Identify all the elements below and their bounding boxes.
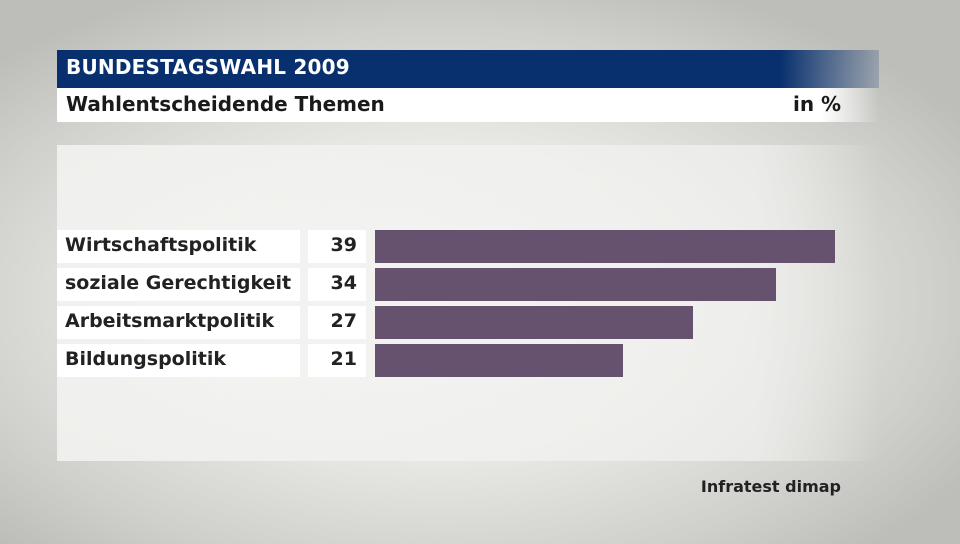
category-label: Bildungspolitik — [65, 348, 226, 370]
category-label-box: Arbeitsmarktpolitik — [57, 306, 300, 339]
chart-subtitle: Wahlentscheidende Themen — [66, 92, 385, 116]
chart-title: BUNDESTAGSWAHL 2009 — [66, 55, 350, 79]
category-label: Arbeitsmarktpolitik — [65, 310, 275, 332]
value-label-box: 39 — [308, 230, 366, 263]
value-label-box: 27 — [308, 306, 366, 339]
category-label: soziale Gerechtigkeit — [65, 272, 292, 294]
chart-panel — [57, 145, 879, 461]
subtitle-bar: Wahlentscheidende Themen in % — [57, 88, 879, 122]
value-label: 34 — [330, 272, 357, 294]
bar — [375, 230, 835, 263]
bar — [375, 268, 776, 301]
category-label: Wirtschaftspolitik — [65, 234, 257, 256]
value-label: 27 — [330, 310, 357, 332]
category-label-box: Bildungspolitik — [57, 344, 300, 377]
value-label-box: 34 — [308, 268, 366, 301]
bar — [375, 344, 623, 377]
bar — [375, 306, 693, 339]
category-label-box: soziale Gerechtigkeit — [57, 268, 300, 301]
category-label-box: Wirtschaftspolitik — [57, 230, 300, 263]
value-label: 21 — [330, 348, 357, 370]
value-label: 39 — [330, 234, 357, 256]
title-bar: BUNDESTAGSWAHL 2009 — [57, 50, 879, 88]
value-label-box: 21 — [308, 344, 366, 377]
source-label: Infratest dimap — [700, 477, 841, 496]
unit-label: in % — [793, 92, 842, 116]
